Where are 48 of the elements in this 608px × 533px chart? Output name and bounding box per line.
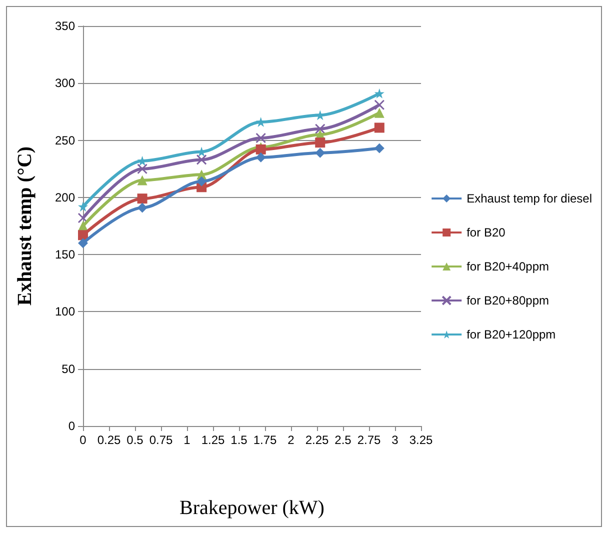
point bbox=[196, 176, 207, 186]
x-tick-label: 2.5 bbox=[334, 433, 352, 447]
point bbox=[78, 230, 88, 240]
x-axis-title: Brakepower (kW) bbox=[180, 497, 324, 519]
y-tick-label: 300 bbox=[54, 76, 76, 90]
point bbox=[137, 164, 148, 174]
point bbox=[374, 122, 384, 133]
point bbox=[256, 152, 266, 162]
legend-label: for B20+80ppm bbox=[466, 294, 549, 308]
x-tick-label: 0.25 bbox=[97, 433, 121, 447]
x-tick-label: 1 bbox=[184, 433, 191, 447]
x-tick-label: 3.25 bbox=[409, 433, 433, 447]
point bbox=[315, 148, 326, 158]
y-tick-label: 50 bbox=[62, 362, 76, 376]
point bbox=[374, 108, 384, 118]
y-tick-label: 350 bbox=[54, 19, 76, 33]
point bbox=[315, 138, 326, 148]
legend-label: for B20 bbox=[466, 226, 506, 240]
y-tick-label: 250 bbox=[54, 133, 76, 148]
point bbox=[78, 238, 88, 248]
x-tick-label: 0.75 bbox=[149, 433, 173, 447]
y-tick-label: 200 bbox=[54, 190, 76, 204]
x-tick-label: 1.75 bbox=[253, 433, 277, 447]
x-tick-label: 2 bbox=[288, 433, 295, 447]
point bbox=[374, 88, 384, 98]
x-tick-label: 2.75 bbox=[357, 433, 381, 447]
y-axis-title: Exhaust temp (°C) bbox=[14, 146, 36, 306]
y-tick-label: 100 bbox=[54, 304, 76, 319]
x-tick-label: 1.5 bbox=[230, 433, 248, 447]
x-tick-label: 3 bbox=[392, 433, 399, 447]
x-tick-label: 0 bbox=[80, 433, 87, 447]
legend-label: for B20+40ppm bbox=[466, 260, 549, 274]
y-tick-label: 150 bbox=[54, 248, 76, 262]
point bbox=[137, 202, 148, 213]
point bbox=[137, 194, 148, 204]
x-tick-label: 1.25 bbox=[201, 433, 225, 447]
x-tick-label: 2.25 bbox=[305, 433, 329, 447]
point bbox=[374, 143, 384, 154]
point bbox=[78, 202, 88, 212]
x-tick-label: 0.5 bbox=[126, 433, 144, 447]
point bbox=[314, 124, 326, 134]
point bbox=[374, 100, 385, 110]
y-tick-label: 0 bbox=[68, 419, 76, 433]
legend-label: for B20+120ppm bbox=[466, 328, 556, 342]
point bbox=[137, 175, 148, 186]
point bbox=[256, 132, 266, 144]
legend-label: Exhaust temp for diesel bbox=[466, 192, 592, 206]
point bbox=[196, 154, 207, 165]
